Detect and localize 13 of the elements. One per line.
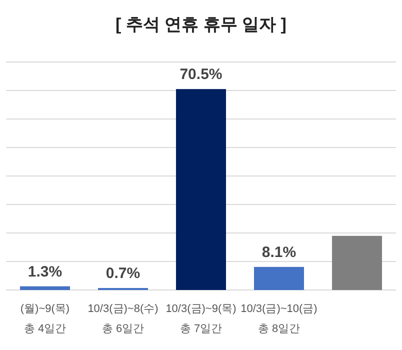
data-label: 1.3% [28, 263, 62, 280]
chart-title: [ 추석 연휴 휴무 일자 ] [116, 15, 286, 34]
data-label: 70.5% [180, 66, 222, 84]
data-label: 0.7% [106, 265, 140, 282]
bar [20, 286, 70, 290]
x-tick-label: 10/3(금)~10(금) 총 8일간 [240, 303, 318, 335]
x-tick-label: 10/3(금)~8(수) 총 6일간 [88, 303, 158, 335]
bar [176, 89, 226, 290]
x-tick-label: (월)~9(목) 총 4일간 [20, 303, 70, 335]
x-tick-label: 10/3(금)~9(목) 총 7일간 [166, 303, 236, 335]
bar [254, 266, 304, 290]
bar [332, 236, 382, 290]
data-label: 8.1% [262, 244, 296, 261]
